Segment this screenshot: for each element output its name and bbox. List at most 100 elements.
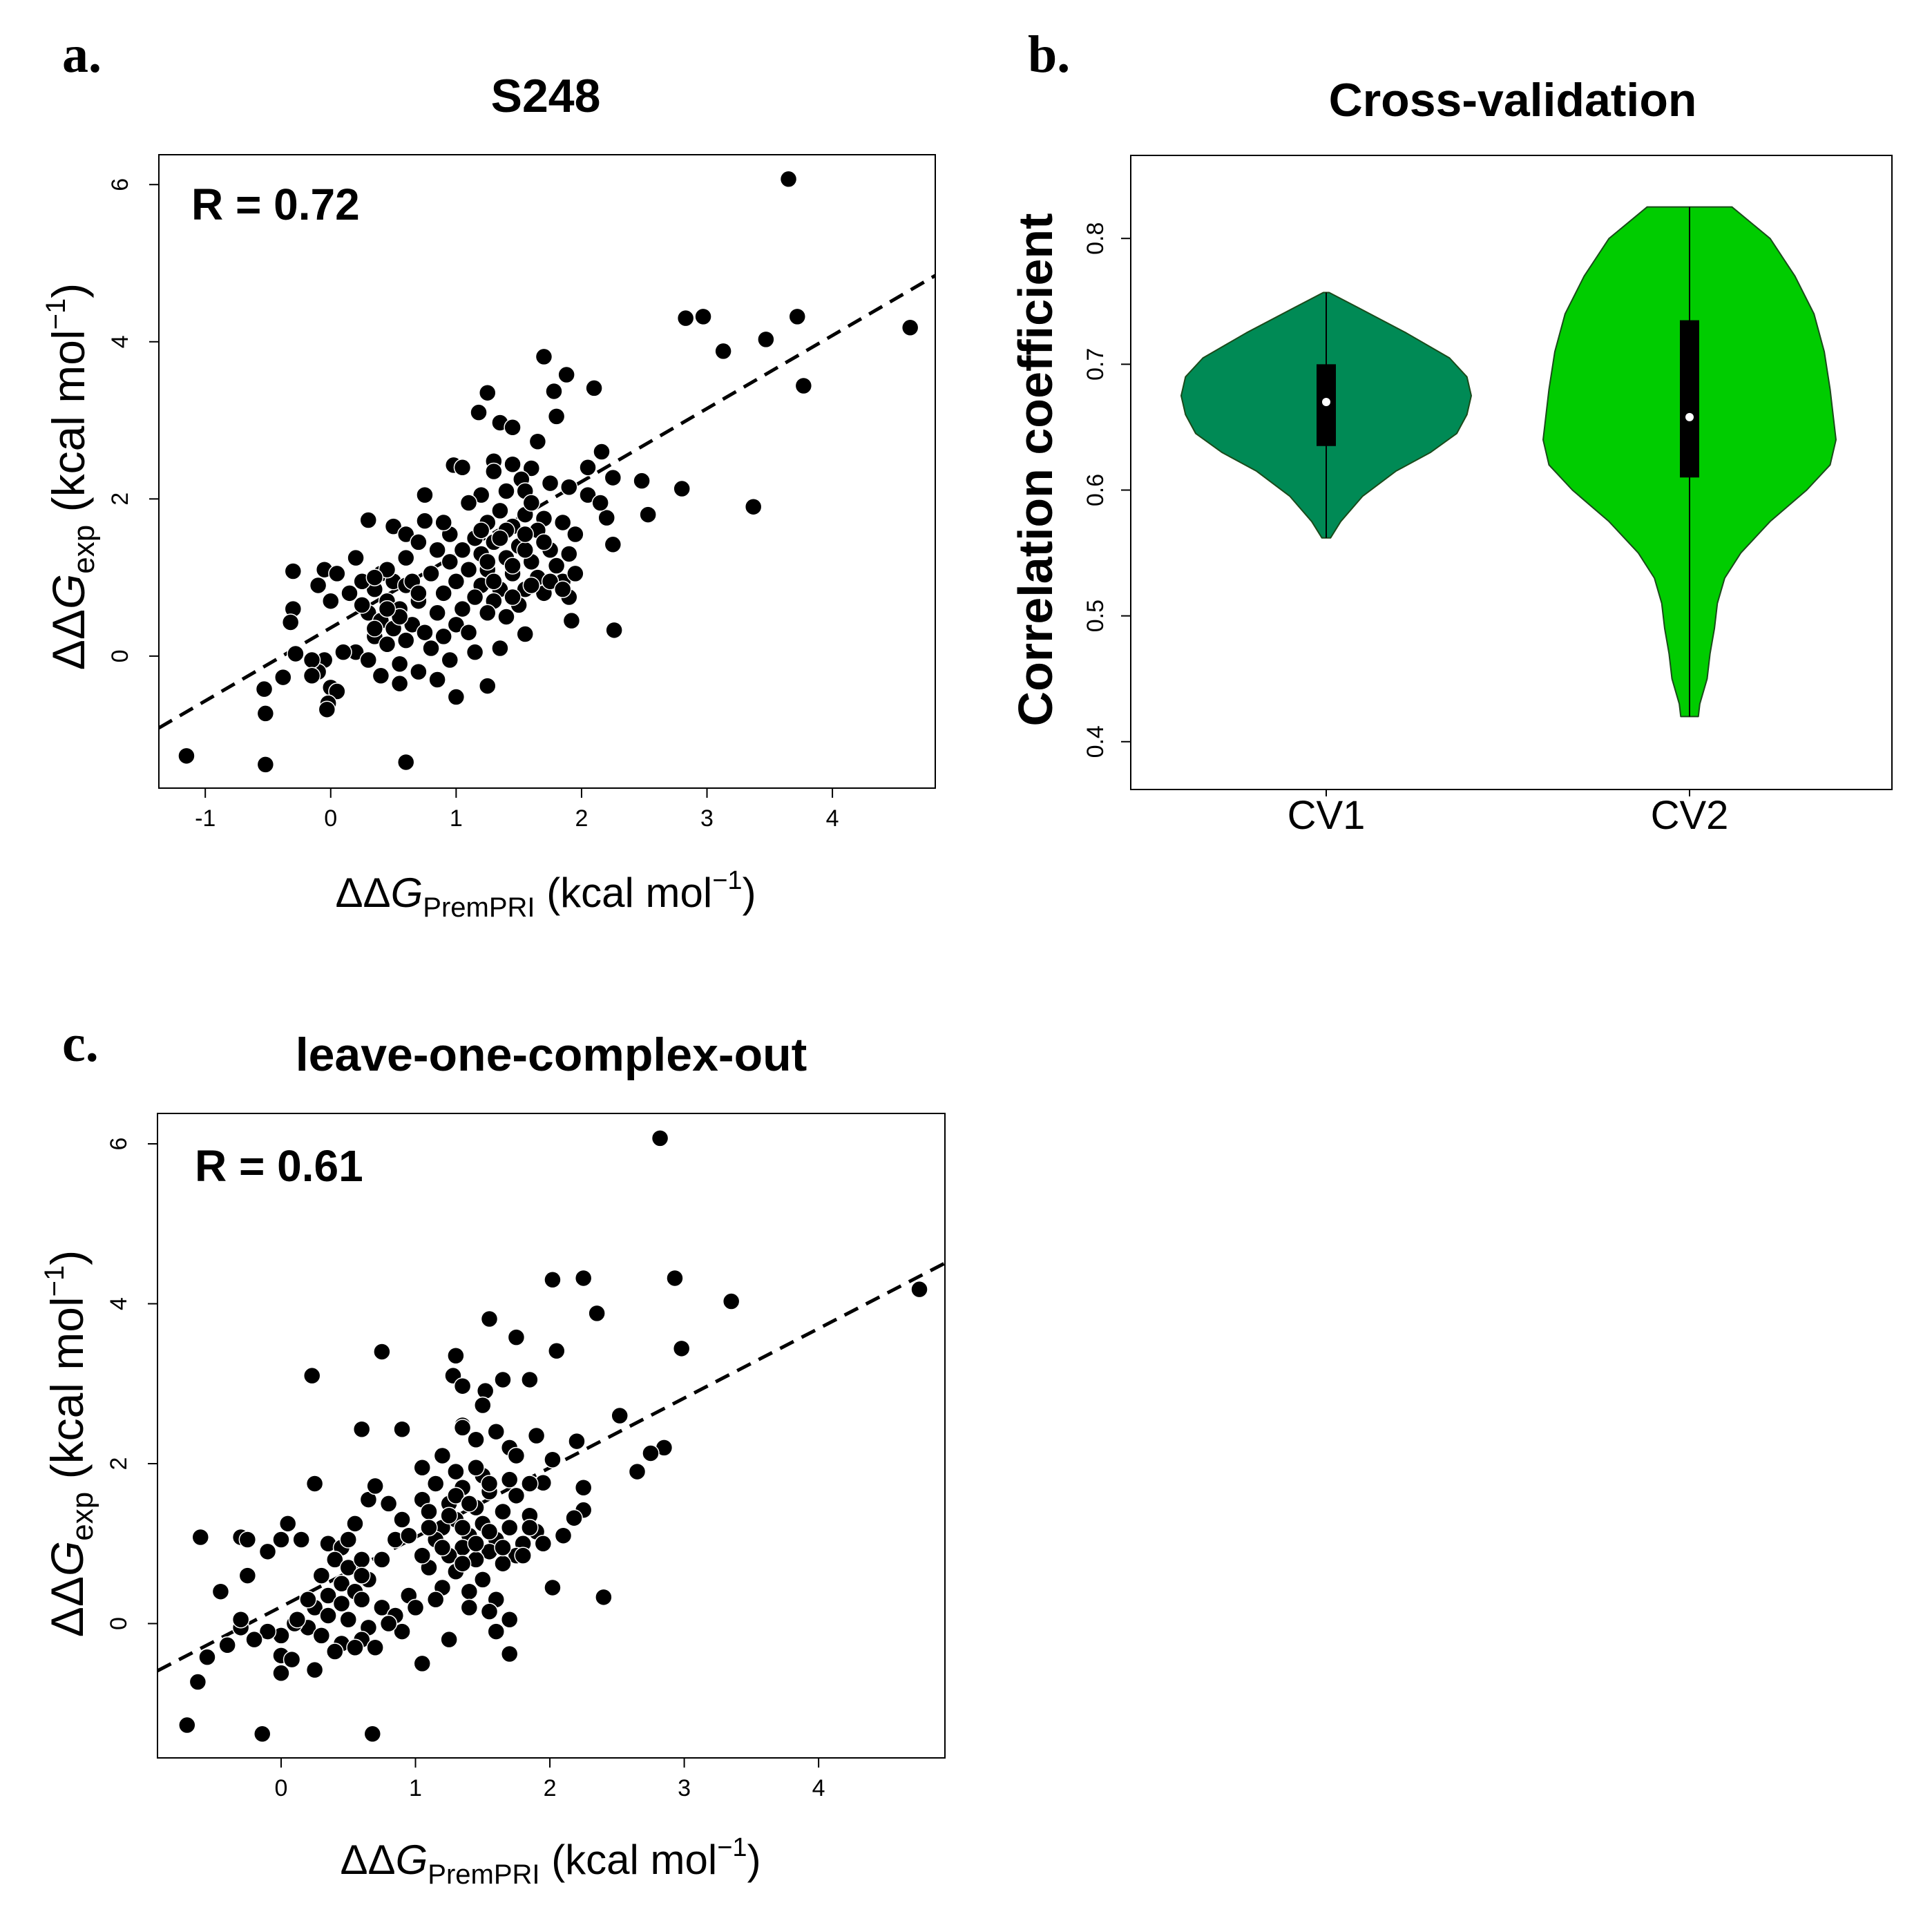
panel-a-r-label: R = 0.72: [191, 180, 360, 229]
data-point: [447, 573, 466, 591]
data-point: [373, 1551, 391, 1569]
data-point: [284, 562, 303, 580]
x-tick-label: 3: [700, 805, 714, 832]
data-point: [441, 651, 459, 669]
data-point: [258, 1623, 277, 1640]
data-point: [272, 1531, 290, 1549]
data-point: [516, 525, 534, 544]
data-point: [447, 615, 466, 634]
data-point: [673, 479, 691, 498]
y-tick-label: 0.8: [1082, 222, 1109, 255]
data-point: [560, 545, 578, 563]
data-point: [466, 643, 484, 661]
data-point: [500, 1610, 519, 1629]
data-point: [328, 564, 346, 583]
data-point: [478, 604, 497, 622]
data-point: [460, 1582, 479, 1600]
data-point: [305, 1661, 324, 1679]
data-point: [522, 494, 541, 512]
data-point: [497, 482, 515, 500]
data-point: [238, 1531, 257, 1549]
data-point: [507, 1486, 526, 1505]
data-point: [528, 432, 547, 451]
data-point: [245, 1630, 263, 1649]
data-point: [467, 1535, 485, 1553]
data-point: [428, 541, 446, 559]
y-tick-label: 0.5: [1082, 600, 1109, 632]
data-point: [433, 1538, 452, 1557]
y-label-unit-open: (kcal mol: [41, 1296, 93, 1491]
data-point: [422, 564, 440, 583]
data-point: [544, 1578, 562, 1597]
x-tick-label: 0: [324, 805, 337, 832]
x-label-sub: PremPRI: [428, 1859, 539, 1890]
data-point: [396, 753, 415, 772]
data-point: [545, 382, 563, 401]
violin-iqr-box: [1680, 320, 1699, 478]
data-point: [604, 535, 622, 554]
data-point: [410, 662, 428, 681]
data-point: [390, 674, 409, 693]
data-point: [346, 1638, 364, 1657]
y-label-sub: exp: [66, 1492, 99, 1541]
data-point: [231, 1610, 250, 1629]
panel-a-points: [178, 170, 919, 774]
data-point: [378, 600, 396, 618]
data-point: [494, 1538, 512, 1557]
data-point: [428, 604, 446, 622]
data-point: [379, 1614, 398, 1633]
data-point: [441, 553, 459, 571]
data-point: [521, 1518, 539, 1537]
data-point: [548, 1342, 566, 1360]
data-point: [604, 468, 622, 487]
data-point: [322, 592, 340, 610]
data-point: [633, 472, 651, 490]
data-point: [447, 688, 466, 706]
data-point: [416, 486, 434, 504]
data-point: [521, 1370, 539, 1389]
data-point: [516, 625, 534, 643]
panel-b-y-label: Correlation coefficient: [1008, 213, 1062, 727]
data-point: [491, 529, 509, 547]
data-point: [287, 644, 305, 663]
data-point: [453, 1377, 472, 1395]
x-label-unit-open: (kcal mol: [535, 870, 713, 916]
data-point: [476, 1381, 495, 1400]
panel-c-r-label: R = 0.61: [195, 1141, 363, 1191]
data-point: [447, 1346, 465, 1365]
data-point: [393, 1511, 411, 1529]
panel-a-title: S248: [491, 70, 601, 122]
data-point: [487, 1422, 505, 1441]
data-point: [318, 700, 336, 718]
data-point: [447, 1462, 465, 1481]
data-point: [359, 511, 377, 529]
violin-median: [1322, 398, 1330, 406]
data-point: [901, 318, 919, 337]
data-point: [672, 1339, 691, 1358]
data-point: [460, 1495, 479, 1513]
data-point: [319, 1587, 337, 1605]
y-tick-label: 4: [106, 1297, 132, 1310]
data-point: [788, 307, 807, 326]
x-label-unit-open: (kcal mol: [540, 1837, 718, 1883]
data-point: [470, 403, 488, 421]
x-label-delta: ΔΔ: [340, 1837, 395, 1883]
data-point: [566, 525, 584, 544]
data-point: [256, 705, 275, 722]
data-point: [480, 1475, 499, 1493]
category-label: CV2: [1651, 793, 1729, 838]
x-label-unit-close: ): [743, 870, 756, 916]
y-label-g: G: [41, 1541, 93, 1576]
data-point: [281, 613, 300, 631]
data-point: [341, 584, 358, 602]
data-point: [507, 1328, 526, 1346]
data-point: [403, 615, 421, 634]
data-point: [258, 1542, 277, 1561]
panel-a-fit-line: [157, 274, 937, 730]
x-tick-label: 0: [275, 1775, 288, 1801]
data-point: [478, 383, 497, 402]
x-label-unit-close: ): [747, 1837, 761, 1883]
data-point: [500, 1518, 519, 1537]
data-point: [466, 588, 484, 606]
data-point: [396, 631, 415, 649]
